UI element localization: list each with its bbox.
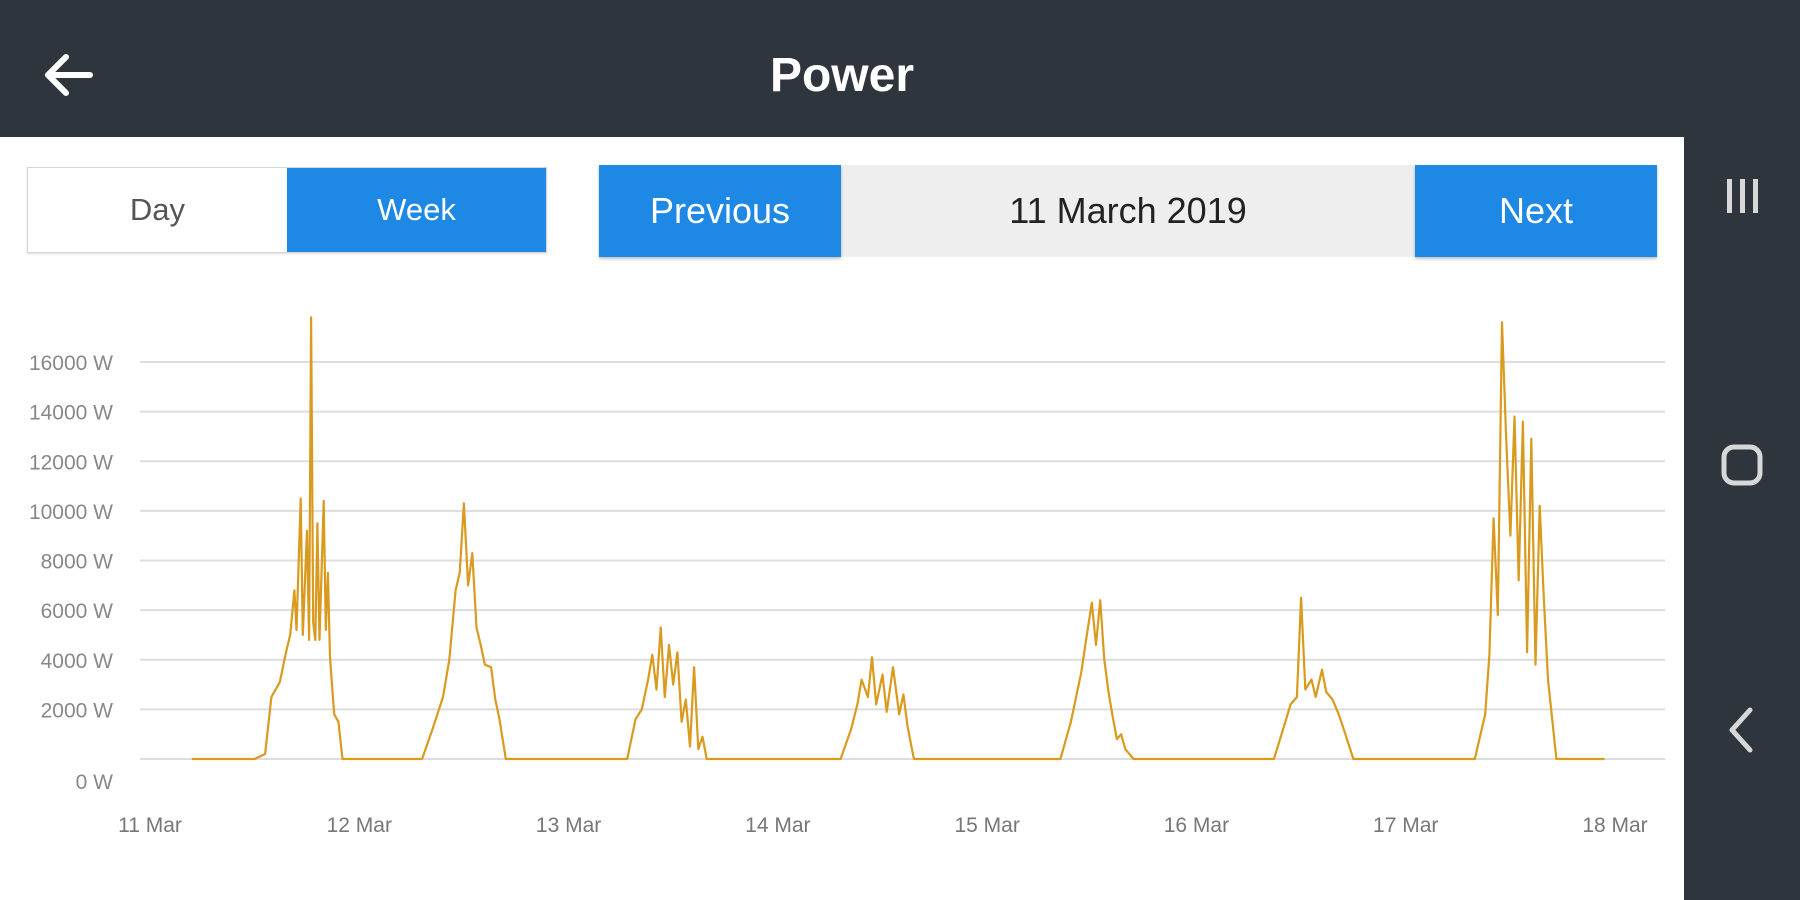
power-series-line [191, 316, 1605, 761]
y-tick-label: 0 W [76, 771, 114, 794]
power-chart: 0 W 2000 W 4000 W 6000 W 8000 W 10000 W 12000 … [29, 316, 1665, 837]
x-tick-label: 13 Mar [536, 814, 601, 837]
recent-apps-icon [1727, 179, 1758, 213]
app-header: Power [0, 0, 1800, 137]
x-tick-label: 14 Mar [745, 814, 810, 837]
next-button[interactable]: Next [1415, 165, 1657, 257]
y-tick-label: 16000 W [29, 352, 113, 375]
current-date: 11 March 2019 [1009, 190, 1247, 231]
y-tick-label: 2000 W [41, 699, 114, 722]
y-tick-label: 10000 W [29, 501, 113, 524]
period-selector: Day Week [27, 167, 547, 253]
system-back-button[interactable] [1702, 690, 1782, 770]
x-tick-label: 18 Mar [1582, 814, 1647, 837]
arrow-left-icon [45, 54, 93, 96]
system-navigation-bar [1684, 137, 1800, 900]
home-button[interactable] [1702, 425, 1782, 505]
y-tick-label: 14000 W [29, 402, 113, 425]
x-tick-label: 17 Mar [1373, 814, 1438, 837]
page-title: Power [769, 49, 915, 102]
x-tick-label: 12 Mar [327, 814, 392, 837]
y-tick-label: 8000 W [41, 551, 114, 574]
x-tick-label: 15 Mar [954, 814, 1019, 837]
y-tick-label: 6000 W [41, 600, 114, 623]
y-tick-label: 4000 W [41, 650, 114, 673]
week-tab[interactable]: Week [287, 168, 546, 252]
previous-button[interactable]: Previous [599, 165, 841, 257]
day-tab[interactable]: Day [129, 192, 186, 227]
recent-apps-button[interactable] [1702, 157, 1782, 237]
x-tick-label: 16 Mar [1164, 814, 1229, 837]
back-icon [1729, 707, 1753, 753]
home-icon [1721, 444, 1763, 486]
date-navigator: Previous 11 March 2019 Next [599, 165, 1657, 257]
main-content: Day Week Previous 11 March 2019 Next 0 W… [0, 137, 1684, 900]
back-button[interactable] [40, 45, 100, 105]
y-tick-label: 12000 W [29, 451, 113, 474]
x-tick-label: 11 Mar [118, 814, 182, 837]
